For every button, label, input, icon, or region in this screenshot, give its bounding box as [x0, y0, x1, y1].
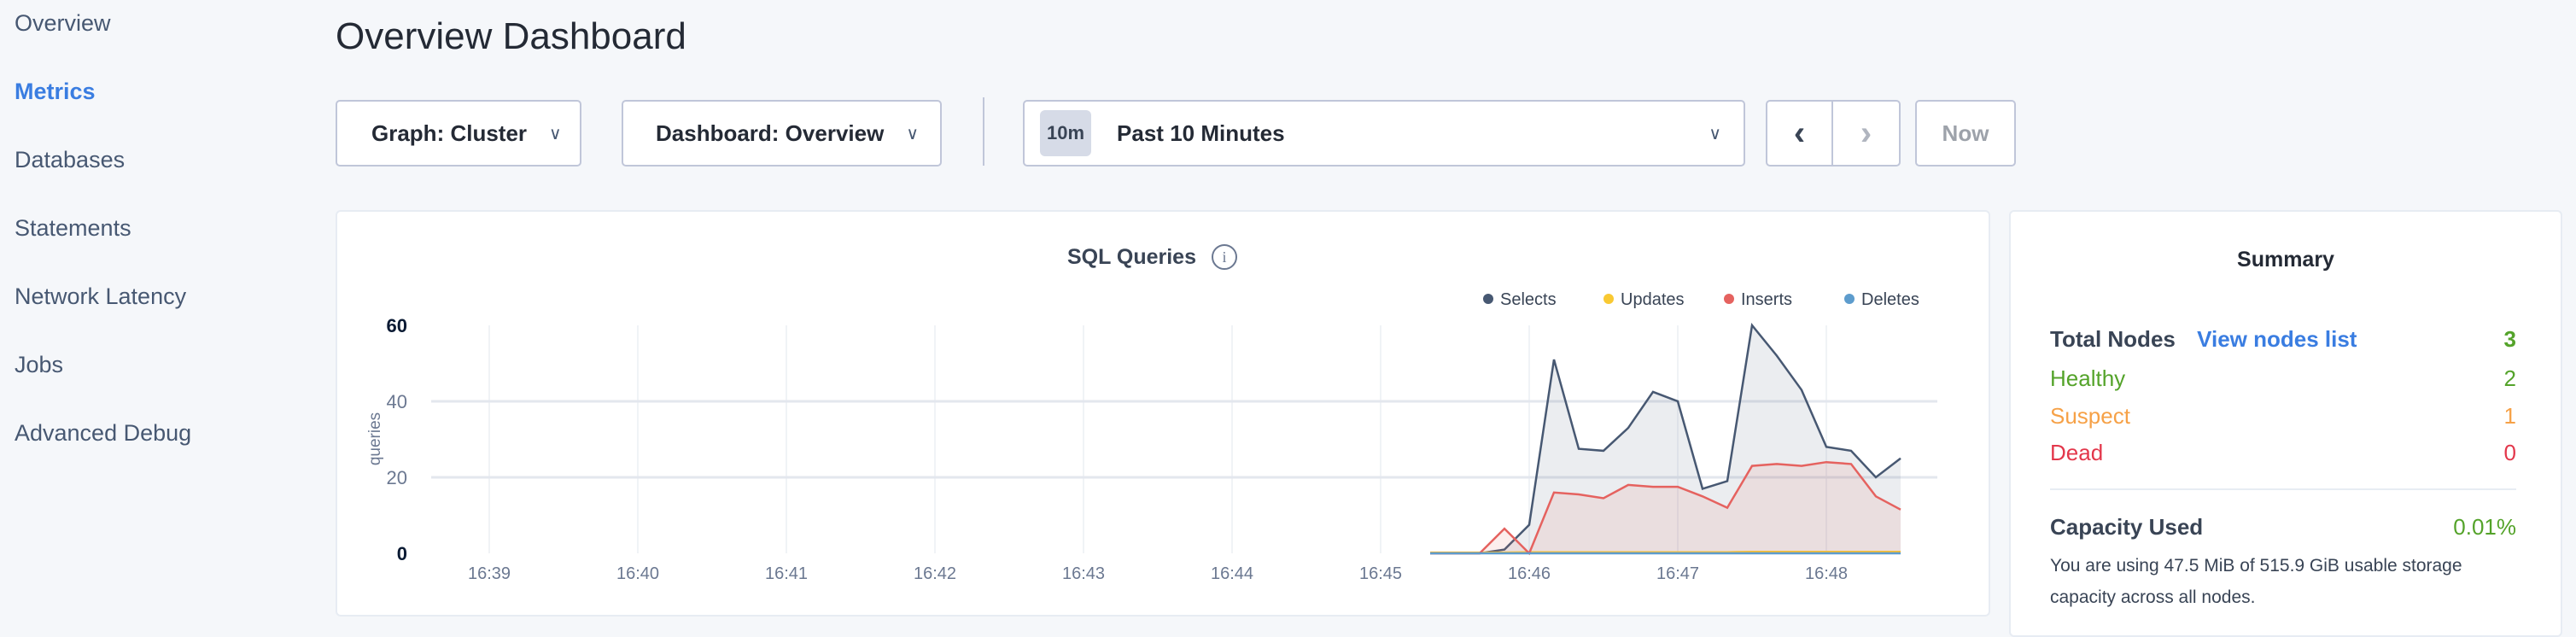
graph-select-label: Graph: Cluster [371, 120, 528, 146]
graph-select[interactable]: Graph: Cluster ∨ [336, 100, 581, 167]
dashboard-select[interactable]: Dashboard: Overview ∨ [622, 100, 942, 167]
total-nodes-value: 3 [2503, 326, 2516, 352]
legend-dot-selects [1483, 294, 1493, 304]
healthy-value: 2 [2503, 365, 2516, 391]
capacity-label: Capacity Used [2050, 514, 2204, 540]
x-tick-label: 16:43 [1062, 564, 1105, 583]
x-tick-label: 16:46 [1508, 564, 1551, 583]
divider [2050, 488, 2516, 490]
chevron-down-icon: ∨ [549, 124, 562, 143]
series-line-inserts [1430, 460, 1901, 556]
prev-arrow-icon[interactable]: ‹ [1767, 102, 1834, 165]
sidebar-item-overview[interactable]: Overview [15, 10, 111, 36]
sidebar-item-statements[interactable]: Statements [15, 215, 131, 241]
y-tick-label: 20 [387, 467, 407, 488]
x-tick-label: 16:42 [914, 564, 956, 583]
legend-dot-inserts [1724, 294, 1734, 304]
sidebar-item-databases[interactable]: Databases [15, 147, 126, 172]
chevron-down-icon: ∨ [906, 124, 919, 143]
series-area-selects [1430, 325, 1901, 553]
total-nodes-label: Total Nodes [2050, 326, 2176, 352]
legend-dot-deletes [1844, 294, 1855, 304]
sidebar-item-jobs[interactable]: Jobs [15, 352, 64, 377]
legend-label: Selects [1500, 290, 1557, 309]
sidebar-item-advanced-debug[interactable]: Advanced Debug [15, 420, 192, 446]
series-area-inserts [1430, 462, 1901, 553]
y-tick-label: 0 [397, 543, 407, 564]
dead-value: 0 [2503, 440, 2516, 465]
sql-queries-chart-card [336, 210, 1990, 617]
capacity-description: You are using 47.5 MiB of 515.9 GiB usab… [2050, 556, 2462, 607]
capacity-value: 0.01% [2453, 514, 2516, 540]
chart-title: SQL Queries [1067, 244, 1196, 269]
summary-title: Summary [2237, 248, 2334, 272]
x-tick-label: 16:40 [616, 564, 659, 583]
time-badge: 10m [1040, 110, 1092, 156]
sql-queries-chart: 16:39 16:40 16:41 16:42 16:43 16:44 16:45 16:46… [366, 290, 1937, 583]
summary-card: Summary Total Nodes View nodes list 3 He… [2009, 210, 2562, 637]
suspect-value: 1 [2503, 403, 2516, 429]
x-tick-label: 16:45 [1359, 564, 1402, 583]
legend-label: Inserts [1741, 290, 1792, 309]
series-line-selects [1430, 323, 1901, 555]
suspect-label: Suspect [2050, 403, 2130, 429]
sidebar-item-metrics[interactable]: Metrics [15, 79, 96, 104]
y-axis-label: queries [366, 412, 384, 465]
time-range-label: Past 10 Minutes [1117, 120, 1285, 146]
y-tick-label: 60 [387, 315, 407, 336]
divider [983, 97, 984, 166]
page-title: Overview Dashboard [336, 15, 686, 57]
time-range-select[interactable]: 10m Past 10 Minutes ∨ [1023, 100, 1745, 167]
x-tick-label: 16:48 [1805, 564, 1848, 583]
sidebar-item-network-latency[interactable]: Network Latency [15, 283, 187, 309]
view-nodes-link[interactable]: View nodes list [2197, 326, 2357, 352]
x-tick-label: 16:39 [468, 564, 511, 583]
x-tick-label: 16:47 [1656, 564, 1699, 583]
chart-header: SQL Queries i [1067, 244, 1237, 270]
next-arrow-icon[interactable]: › [1860, 114, 1872, 152]
dead-label: Dead [2050, 440, 2104, 465]
healthy-label: Healthy [2050, 365, 2126, 391]
legend-label: Updates [1621, 290, 1685, 309]
time-nav: ‹ › [1766, 100, 1901, 167]
legend-label: Deletes [1861, 290, 1919, 309]
now-button[interactable]: Now [1915, 100, 2016, 167]
legend-dot-updates [1603, 294, 1614, 304]
chevron-down-icon: ∨ [1709, 124, 1721, 143]
dashboard-select-label: Dashboard: Overview [656, 120, 885, 146]
info-icon[interactable]: i [1212, 244, 1237, 270]
y-tick-label: 40 [387, 391, 407, 412]
x-tick-label: 16:41 [765, 564, 808, 583]
x-tick-label: 16:44 [1211, 564, 1253, 583]
